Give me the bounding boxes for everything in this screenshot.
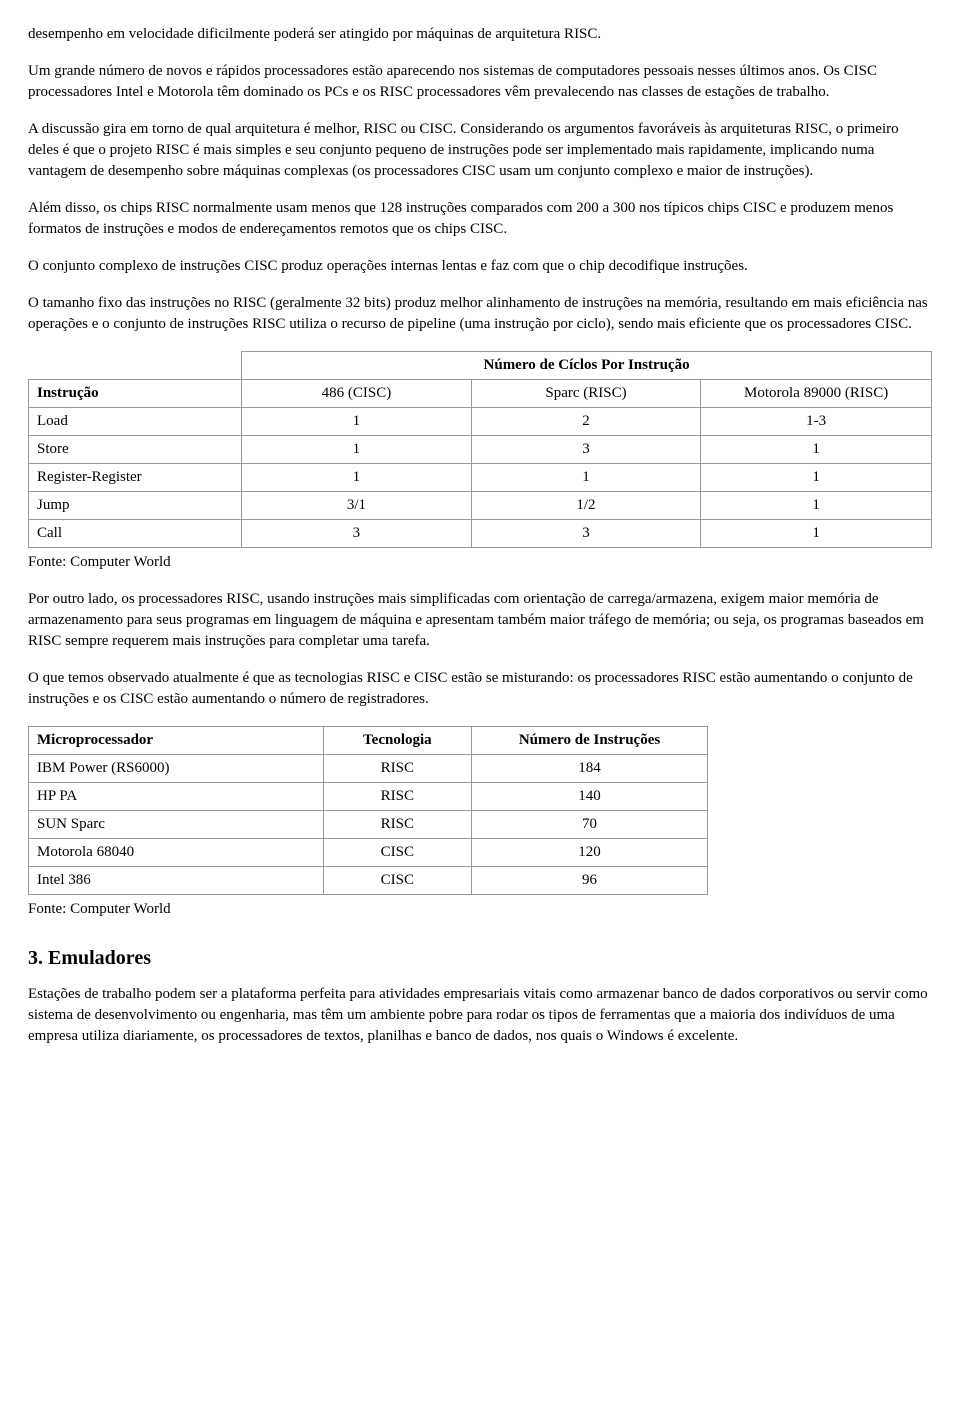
table-cell: Call [29, 520, 242, 548]
table-header: Microprocessador [29, 727, 324, 755]
table-row: SUN Sparc RISC 70 [29, 811, 708, 839]
table-source: Fonte: Computer World [28, 899, 932, 920]
table-cell: Register-Register [29, 464, 242, 492]
table-cell: 1 [701, 492, 932, 520]
paragraph: O que temos observado atualmente é que a… [28, 668, 932, 710]
table-source: Fonte: Computer World [28, 552, 932, 573]
paragraph: O tamanho fixo das instruções no RISC (g… [28, 293, 932, 335]
table-header: Instrução [29, 380, 242, 408]
table-cell: 2 [471, 408, 701, 436]
cycles-per-instruction-table: Número de Cíclos Por Instrução Instrução… [28, 351, 932, 548]
paragraph: O conjunto complexo de instruções CISC p… [28, 256, 932, 277]
table-row: Register-Register 1 1 1 [29, 464, 932, 492]
table-header: Número de Instruções [472, 727, 708, 755]
table-cell: 1 [242, 436, 472, 464]
table-span-header: Número de Cíclos Por Instrução [242, 352, 932, 380]
table-cell: 96 [472, 867, 708, 895]
table-cell: IBM Power (RS6000) [29, 755, 324, 783]
table-cell: Motorola 68040 [29, 839, 324, 867]
microprocessor-table: Microprocessador Tecnologia Número de In… [28, 726, 708, 895]
table-cell: HP PA [29, 783, 324, 811]
table-cell: RISC [323, 755, 471, 783]
table-cell: 140 [472, 783, 708, 811]
paragraph: Além disso, os chips RISC normalmente us… [28, 198, 932, 240]
table-cell: 1/2 [471, 492, 701, 520]
table-header: Sparc (RISC) [471, 380, 701, 408]
table-cell: RISC [323, 783, 471, 811]
table-row: Motorola 68040 CISC 120 [29, 839, 708, 867]
table-cell: CISC [323, 839, 471, 867]
paragraph: A discussão gira em torno de qual arquit… [28, 119, 932, 182]
table-row: IBM Power (RS6000) RISC 184 [29, 755, 708, 783]
table-cell: 3/1 [242, 492, 472, 520]
table-row: HP PA RISC 140 [29, 783, 708, 811]
table-cell: 1 [242, 408, 472, 436]
table-cell: 1 [701, 520, 932, 548]
table-header: 486 (CISC) [242, 380, 472, 408]
table-cell: CISC [323, 867, 471, 895]
table-header: Tecnologia [323, 727, 471, 755]
table-header: Motorola 89000 (RISC) [701, 380, 932, 408]
table-row: Jump 3/1 1/2 1 [29, 492, 932, 520]
table-cell: Load [29, 408, 242, 436]
table-cell: 3 [242, 520, 472, 548]
table-cell: 3 [471, 436, 701, 464]
paragraph: Estações de trabalho podem ser a platafo… [28, 984, 932, 1047]
table-cell: 70 [472, 811, 708, 839]
table-cell: Jump [29, 492, 242, 520]
table-cell: 184 [472, 755, 708, 783]
table-cell: 3 [471, 520, 701, 548]
table-row: Store 1 3 1 [29, 436, 932, 464]
table-cell: 1 [471, 464, 701, 492]
paragraph: Por outro lado, os processadores RISC, u… [28, 589, 932, 652]
table-cell: 1 [242, 464, 472, 492]
table-row: Intel 386 CISC 96 [29, 867, 708, 895]
table-cell: RISC [323, 811, 471, 839]
paragraph: Um grande número de novos e rápidos proc… [28, 61, 932, 103]
table-cell: Intel 386 [29, 867, 324, 895]
table-cell: Store [29, 436, 242, 464]
table-cell: 120 [472, 839, 708, 867]
table-cell: 1-3 [701, 408, 932, 436]
table-empty-header [29, 352, 242, 380]
table-cell: 1 [701, 436, 932, 464]
paragraph: desempenho em velocidade dificilmente po… [28, 24, 932, 45]
table-cell: SUN Sparc [29, 811, 324, 839]
table-row: Load 1 2 1-3 [29, 408, 932, 436]
section-heading: 3. Emuladores [28, 944, 932, 972]
table-row: Call 3 3 1 [29, 520, 932, 548]
table-cell: 1 [701, 464, 932, 492]
